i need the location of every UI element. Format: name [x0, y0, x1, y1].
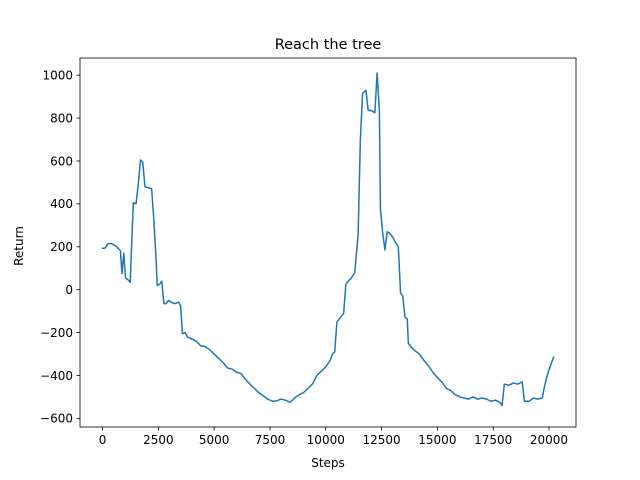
- y-axis-label: Return: [12, 226, 26, 266]
- y-tick-label: 1000: [42, 68, 73, 82]
- x-tick-label: 2500: [143, 433, 174, 447]
- series-line-0: [101, 72, 555, 407]
- y-tick-label: −200: [40, 326, 73, 340]
- y-tick-label: −600: [40, 412, 73, 426]
- y-tick-label: 600: [50, 154, 73, 168]
- x-tick-label: 15000: [418, 433, 456, 447]
- x-tick-label: 12500: [362, 433, 400, 447]
- chart-title: Reach the tree: [275, 37, 382, 53]
- x-tick-label: 10000: [307, 433, 345, 447]
- y-tick-label: 400: [50, 197, 73, 211]
- plot-area: 0 2500 5000 7500 10000 12500 15000 17500 20000−6…: [40, 57, 577, 447]
- x-tick-label: 7500: [255, 433, 286, 447]
- axes-frame: [79, 57, 577, 428]
- y-tick-label: −400: [40, 369, 73, 383]
- x-tick-label: 0: [99, 433, 107, 447]
- y-tick-label: 200: [50, 240, 73, 254]
- y-tick-label: 0: [65, 283, 73, 297]
- x-tick-label: 20000: [530, 433, 568, 447]
- x-tick-label: 17500: [474, 433, 512, 447]
- x-tick-label: 5000: [199, 433, 230, 447]
- y-tick-label: 800: [50, 111, 73, 125]
- x-axis-label: Steps: [311, 456, 345, 470]
